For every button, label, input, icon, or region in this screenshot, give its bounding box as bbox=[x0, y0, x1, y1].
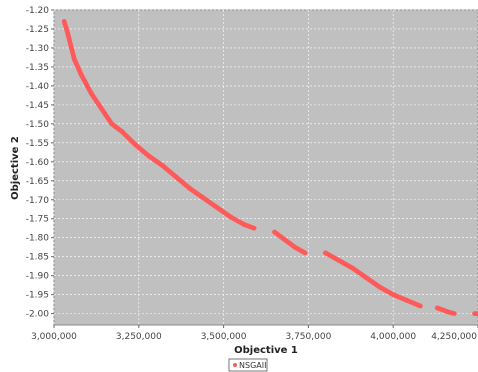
x-tick-label: 3,500,000 bbox=[201, 332, 247, 342]
legend-marker bbox=[233, 363, 237, 367]
legend-box bbox=[228, 358, 268, 372]
x-tick-label: 4,000,000 bbox=[370, 332, 416, 342]
x-axis-title: Objective 1 bbox=[234, 345, 298, 356]
data-point bbox=[451, 311, 457, 317]
data-point bbox=[302, 250, 308, 256]
data-point bbox=[475, 311, 478, 317]
y-tick-label: -1.85 bbox=[26, 253, 49, 263]
data-point bbox=[417, 303, 423, 309]
y-tick-label: -1.65 bbox=[26, 177, 49, 187]
y-tick-label: -1.55 bbox=[26, 139, 49, 149]
x-tick-label: 4,250,000 bbox=[431, 332, 477, 342]
y-tick-label: -1.60 bbox=[26, 158, 50, 168]
x-axis-ticks: 3,000,000 3,250,000 3,500,000 3,750,000 4,00… bbox=[31, 325, 478, 342]
data-point bbox=[251, 225, 257, 231]
y-tick-label: -1.80 bbox=[26, 234, 50, 244]
y-tick-label: -1.95 bbox=[26, 291, 49, 301]
y-tick-label: -1.20 bbox=[26, 6, 50, 16]
y-tick-label: -1.45 bbox=[26, 101, 49, 111]
grid-lines bbox=[53, 9, 478, 325]
y-tick-label: -2.00 bbox=[26, 310, 50, 320]
plot-area bbox=[53, 9, 478, 326]
x-tick-label: 3,750,000 bbox=[285, 332, 331, 342]
y-tick-label: -1.50 bbox=[26, 120, 50, 130]
y-axis-title: Objective 2 bbox=[10, 136, 21, 200]
data-points bbox=[61, 18, 478, 317]
legend: NSGAII bbox=[228, 358, 268, 372]
y-tick-label: -1.70 bbox=[26, 196, 50, 206]
y-tick-label: -1.30 bbox=[26, 44, 50, 54]
y-axis-ticks: -1.20 -1.25 -1.30 -1.35 -1.40 -1.45 -1.50 -1.55… bbox=[26, 6, 54, 320]
y-tick-label: -1.75 bbox=[26, 215, 49, 225]
y-tick-label: -1.40 bbox=[26, 82, 50, 92]
y-tick-label: -1.90 bbox=[26, 272, 50, 282]
x-tick-label: 3,000,000 bbox=[31, 332, 77, 342]
y-tick-label: -1.25 bbox=[26, 25, 49, 35]
legend-label-nsgaii: NSGAII bbox=[239, 361, 266, 370]
x-tick-label: 3,250,000 bbox=[116, 332, 162, 342]
y-tick-label: -1.35 bbox=[26, 63, 49, 73]
